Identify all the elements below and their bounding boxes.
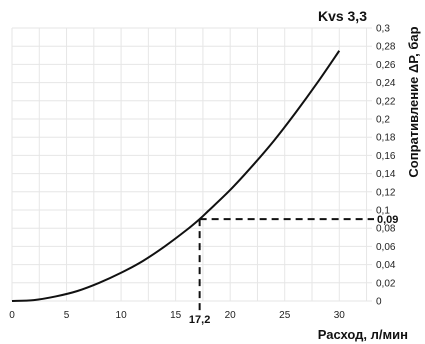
y-tick-label: 0,24 xyxy=(376,78,396,89)
y-tick-label: 0,3 xyxy=(376,24,390,35)
annotation-lines xyxy=(198,218,374,311)
chart-title: Kvs 3,3 xyxy=(318,8,367,24)
y-tick-label: 0,04 xyxy=(376,260,396,271)
x-tick-label: 5 xyxy=(64,310,70,321)
annotation-y-value: 0,09 xyxy=(377,214,398,226)
y-tick-label: 0,2 xyxy=(376,115,390,126)
y-tick-label: 0,1 xyxy=(376,206,390,217)
x-tick-label: 20 xyxy=(225,310,237,321)
y-axis-ticks: 0 0,02 0,04 0,06 0,08 0,1 0,12 0,14 0,16 0,18 0,2 0… xyxy=(376,24,396,308)
y-tick-label: 0,28 xyxy=(376,42,396,53)
x-axis-ticks: 0 5 10 15 20 25 30 xyxy=(9,310,345,321)
y-tick-label: 0,26 xyxy=(376,60,396,71)
y-tick-label: 0,12 xyxy=(376,187,396,198)
grid xyxy=(11,27,372,302)
y-tick-label: 0 xyxy=(376,297,382,308)
series-line xyxy=(11,50,341,302)
annotation-x-value: 17,2 xyxy=(189,314,210,326)
x-axis-label: Расход, л/мин xyxy=(318,327,408,342)
y-tick-label: 0,22 xyxy=(376,96,396,107)
y-tick-label: 0,08 xyxy=(376,224,396,235)
x-tick-label: 0 xyxy=(9,310,15,321)
x-tick-label: 25 xyxy=(279,310,291,321)
y-tick-label: 0,06 xyxy=(376,242,396,253)
y-tick-label: 0,14 xyxy=(376,169,396,180)
x-tick-label: 15 xyxy=(170,310,182,321)
x-tick-label: 30 xyxy=(334,310,346,321)
y-tick-label: 0,16 xyxy=(376,151,396,162)
x-tick-label: 10 xyxy=(116,310,128,321)
y-tick-label: 0,02 xyxy=(376,278,396,289)
y-tick-label: 0,18 xyxy=(376,133,396,144)
y-axis-label: Сопративление ΔР, бар xyxy=(406,26,421,177)
